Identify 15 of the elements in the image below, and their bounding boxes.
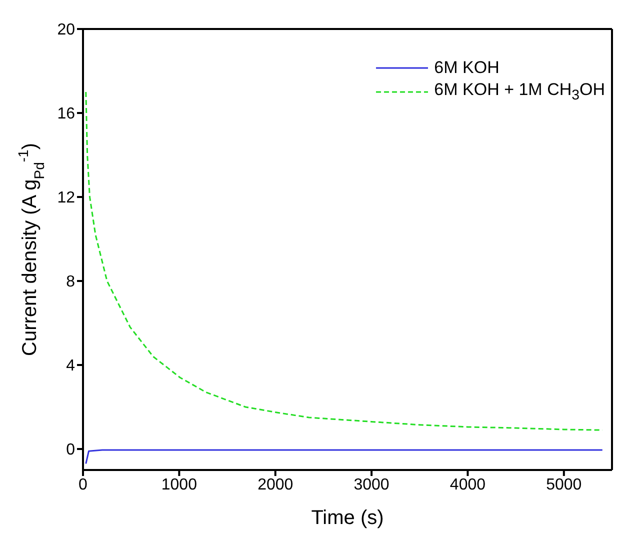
y-tick-label: 12	[57, 190, 76, 207]
x-tick-label: 4000	[450, 476, 486, 494]
x-tick-label: 0	[78, 476, 88, 494]
y-tick-label: 0	[66, 442, 76, 459]
x-tick-label: 5000	[546, 476, 582, 494]
y-tick-label: 16	[57, 106, 76, 123]
x-tick-label: 1000	[161, 476, 198, 494]
y-tick-label: 8	[66, 274, 76, 291]
x-axis-title: Time (s)	[311, 507, 384, 529]
legend-label: 6M KOH	[434, 58, 500, 78]
x-tick-label: 2000	[258, 476, 294, 494]
legend-label: 6M KOH + 1M CH$_{3}$OH	[434, 80, 605, 104]
y-tick-label: 4	[66, 358, 76, 375]
y-tick-label: 20	[57, 22, 76, 39]
x-tick-label: 3000	[354, 476, 390, 494]
